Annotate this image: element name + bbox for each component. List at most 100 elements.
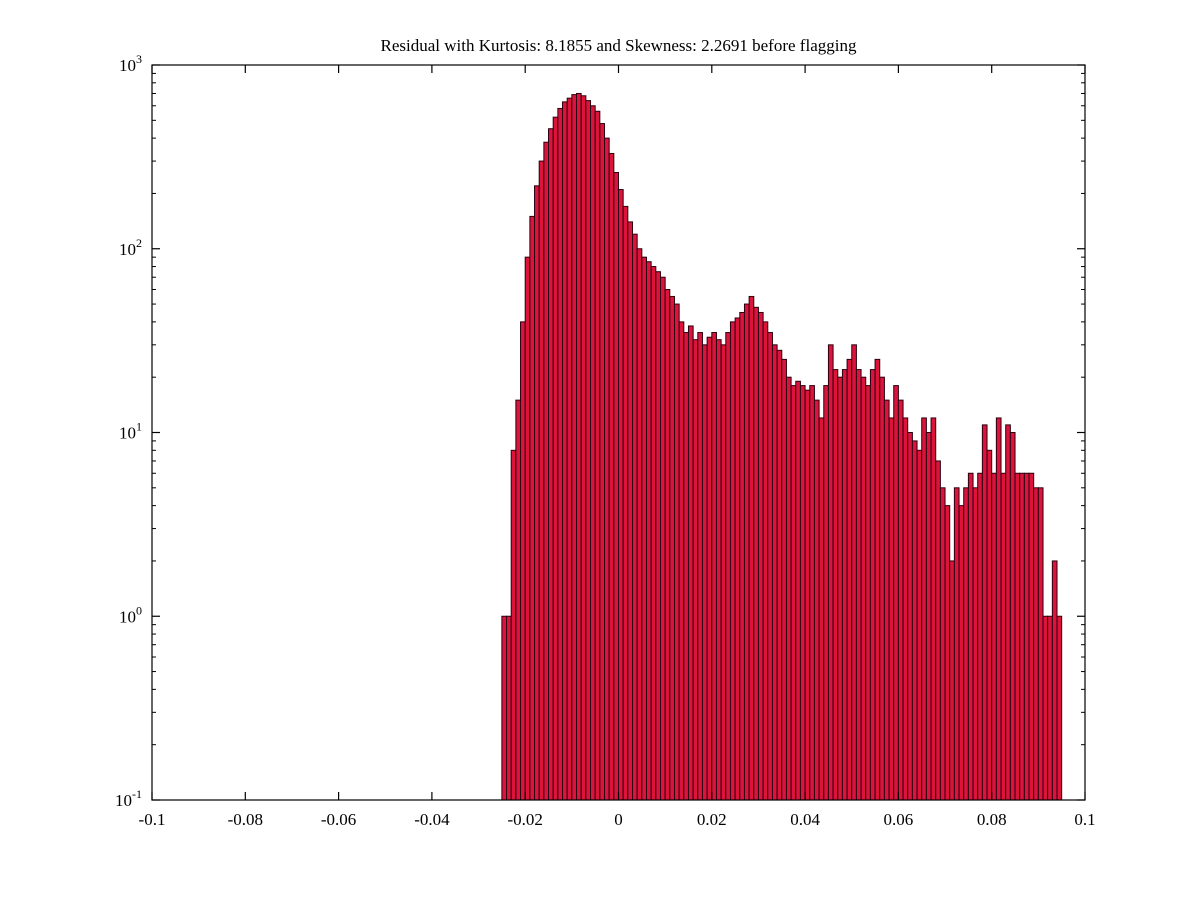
x-tick-label: 0.1 — [1074, 810, 1095, 829]
x-tick-label: -0.02 — [507, 810, 542, 829]
histogram-bar — [972, 487, 979, 801]
histogram-bar — [697, 332, 703, 801]
histogram-bar — [515, 399, 522, 801]
histogram-bar — [939, 487, 946, 801]
histogram-bar — [893, 385, 899, 801]
histogram-bar — [743, 303, 750, 801]
histogram-bar — [837, 376, 843, 801]
histogram-bar — [804, 389, 811, 801]
histogram-bar — [729, 321, 736, 801]
histogram-bar — [711, 332, 717, 801]
y-tick-label: 10-1 — [115, 787, 142, 810]
histogram-bar — [944, 505, 951, 801]
histogram-bar — [594, 110, 601, 801]
histogram-bar — [748, 295, 755, 801]
histogram-bar — [865, 385, 871, 801]
histogram-bar — [622, 205, 629, 801]
histogram-bar — [851, 344, 857, 801]
histogram-bar — [608, 152, 615, 801]
histogram-bar — [645, 261, 652, 801]
histogram-bar — [771, 344, 778, 801]
histogram-bar — [529, 215, 536, 801]
histogram-bar — [907, 432, 913, 801]
y-tick-label: 101 — [119, 420, 142, 443]
x-tick-label: -0.1 — [139, 810, 166, 829]
histogram-bar — [897, 399, 904, 801]
histogram-bar — [1028, 472, 1035, 801]
histogram-bar — [1023, 472, 1030, 801]
histogram-bar — [557, 107, 564, 801]
histogram-bar — [678, 321, 685, 801]
histogram-bar — [1056, 615, 1063, 801]
histogram-bar — [734, 317, 741, 801]
histogram-bar — [725, 332, 731, 801]
histogram-bar — [986, 449, 993, 801]
histogram-bar — [818, 417, 825, 801]
histogram-bar — [753, 306, 759, 801]
histogram-bar — [590, 105, 596, 801]
histogram-bar — [548, 128, 554, 801]
histogram-bar — [841, 369, 848, 801]
histogram-bar — [599, 123, 606, 801]
histogram-bar — [991, 472, 997, 801]
histogram-bar — [911, 440, 918, 801]
histogram-bar — [1051, 560, 1058, 801]
x-tick-label: 0 — [614, 810, 623, 829]
histogram-bar — [757, 311, 764, 801]
histogram-bar — [795, 380, 801, 801]
histogram-bar — [506, 615, 512, 801]
histogram-bar — [981, 424, 988, 801]
histogram-bar — [995, 417, 1002, 801]
histogram-bar — [604, 137, 610, 801]
histogram-bar — [921, 417, 927, 801]
histogram-bar — [1033, 487, 1039, 801]
histogram-bar — [524, 256, 531, 801]
histogram-bar — [1000, 472, 1007, 801]
histogram-bar — [701, 344, 708, 801]
y-tick-label: 103 — [119, 52, 142, 75]
histogram-bar — [855, 369, 862, 801]
histogram-bar — [949, 560, 955, 801]
histogram-bar — [641, 256, 647, 801]
histogram-bar — [799, 385, 806, 801]
histogram-bar — [879, 376, 885, 801]
histogram-bar — [618, 189, 624, 801]
histogram-bar — [562, 101, 568, 801]
histogram-bar — [767, 332, 773, 801]
x-tick-label: 0.04 — [790, 810, 820, 829]
histogram-bar — [543, 141, 550, 801]
chart-title: Residual with Kurtosis: 8.1855 and Skewn… — [380, 36, 857, 55]
histogram-bar — [715, 339, 722, 801]
histogram-bar — [869, 369, 876, 801]
histogram-bar — [636, 248, 643, 801]
histogram-bar — [520, 321, 526, 801]
histogram-bar — [552, 116, 559, 801]
histogram-bar — [534, 185, 540, 801]
histogram-bar — [538, 160, 545, 801]
histogram-bar — [827, 344, 834, 801]
histogram-bar — [669, 295, 675, 801]
histogram-bar — [1009, 432, 1016, 801]
histogram-bar — [785, 376, 792, 801]
histogram-bar — [809, 385, 815, 801]
histogram-bar — [935, 460, 941, 801]
histogram-bar — [883, 399, 890, 801]
histogram-bar — [846, 358, 853, 801]
histogram-bar — [720, 344, 727, 801]
histogram-bar — [632, 233, 638, 801]
x-tick-label: -0.04 — [414, 810, 450, 829]
histogram-bar — [627, 221, 634, 801]
x-tick-label: 0.02 — [697, 810, 727, 829]
histogram-bar — [566, 97, 573, 801]
histogram-bar — [930, 417, 937, 801]
histogram-bar — [510, 449, 517, 801]
histogram-bar — [571, 94, 578, 801]
histogram-bar — [706, 336, 713, 801]
histogram-bar — [958, 505, 965, 801]
histogram-bar — [902, 417, 909, 801]
histogram-bar — [1019, 472, 1025, 801]
histogram-bar — [1042, 615, 1049, 801]
histogram-bar — [580, 95, 587, 801]
